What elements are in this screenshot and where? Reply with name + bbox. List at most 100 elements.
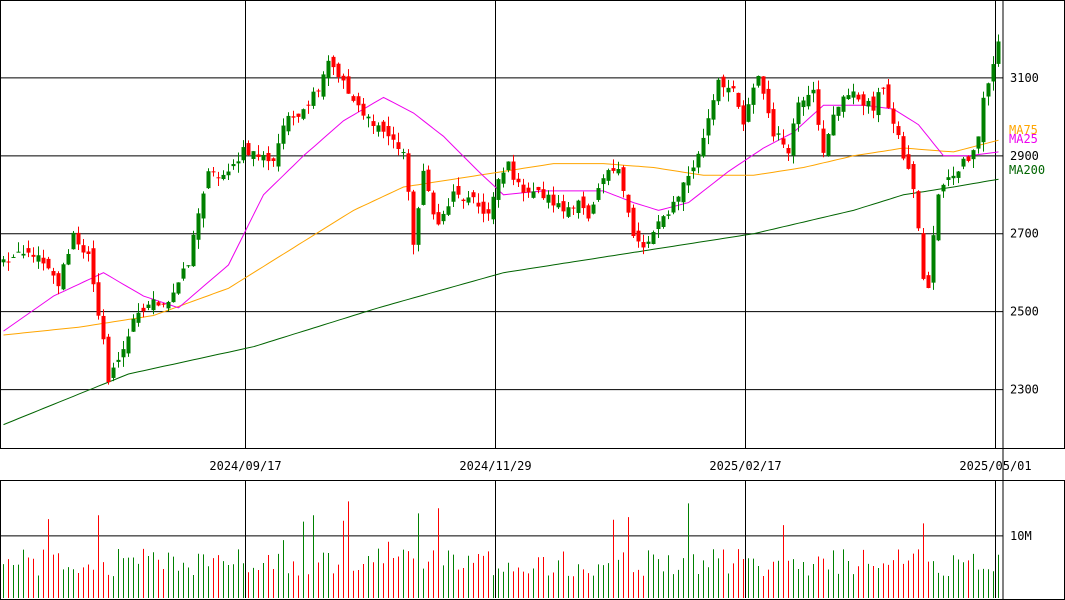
candle-body	[661, 216, 666, 227]
candle-body	[906, 154, 911, 169]
candle-body	[636, 230, 641, 242]
candle-body	[76, 232, 81, 245]
candle-body	[181, 268, 186, 279]
candle-body	[201, 193, 206, 219]
candle-body	[861, 94, 866, 106]
candle-body	[341, 75, 346, 81]
candle-body	[651, 232, 656, 244]
candle-body	[56, 273, 61, 287]
candle-body	[921, 233, 926, 279]
candle-body	[421, 170, 426, 205]
candle-body	[416, 208, 421, 245]
candle-body	[376, 125, 381, 132]
candle-body	[21, 253, 26, 256]
candle-body	[456, 186, 461, 195]
candle-body	[991, 64, 996, 82]
candle-body	[976, 136, 981, 149]
volume-axis-labels: 10M	[1010, 529, 1032, 543]
candle-body	[146, 304, 151, 308]
candle-body	[666, 214, 671, 216]
candle-body	[46, 258, 51, 269]
candle-body	[241, 147, 246, 161]
candle-body	[356, 96, 361, 106]
candle-body	[621, 167, 626, 191]
candle-body	[461, 199, 466, 202]
candle-body	[601, 178, 606, 185]
candle-body	[981, 97, 986, 143]
candle-body	[641, 242, 646, 248]
candle-body	[951, 175, 956, 179]
candle-body	[451, 191, 456, 202]
candle-body	[611, 168, 616, 171]
candle-body	[296, 113, 301, 117]
candle-body	[126, 336, 131, 354]
candle-body	[891, 108, 896, 124]
candle-body	[436, 212, 441, 225]
candle-body	[926, 275, 931, 289]
candle-body	[111, 367, 116, 378]
candle-body	[946, 177, 951, 180]
volume-gridlines	[0, 480, 1003, 598]
ma200-legend-label: MA200	[1009, 163, 1045, 177]
candle-body	[206, 171, 211, 189]
candle-body	[971, 150, 976, 160]
candle-body	[411, 191, 416, 245]
candle-body	[276, 143, 281, 167]
date-tick-label: 2024/11/29	[459, 459, 531, 473]
candle-body	[11, 256, 16, 258]
candle-body	[596, 188, 601, 200]
candle-body	[36, 255, 41, 262]
candle-body	[446, 206, 451, 215]
candle-body	[246, 143, 251, 156]
candle-body	[71, 232, 76, 250]
candle-body	[511, 161, 516, 180]
candle-body	[226, 171, 231, 176]
candle-body	[121, 349, 126, 358]
candle-body	[756, 75, 761, 86]
candle-body	[551, 194, 556, 206]
candle-body	[566, 207, 571, 217]
candle-body	[256, 154, 261, 157]
ma25-legend-label: MA25	[1009, 132, 1038, 146]
candle-body	[86, 251, 91, 254]
candle-body	[711, 100, 716, 120]
candle-body	[266, 152, 271, 162]
candle-body	[656, 221, 661, 230]
candle-body	[136, 312, 141, 323]
candle-body	[401, 152, 406, 154]
price-tick-label: 2500	[1010, 305, 1039, 319]
candle-body	[796, 102, 801, 125]
candlestick-series	[1, 34, 1001, 385]
candle-body	[506, 161, 511, 171]
candle-body	[166, 301, 171, 309]
candle-body	[386, 125, 391, 137]
candle-body	[101, 315, 106, 340]
candle-body	[6, 261, 11, 263]
candle-body	[186, 265, 191, 267]
candle-body	[541, 189, 546, 199]
candle-body	[251, 151, 256, 159]
candle-body	[306, 104, 311, 106]
candle-body	[106, 336, 111, 383]
candle-body	[176, 282, 181, 294]
candle-body	[726, 87, 731, 93]
candle-body	[326, 60, 331, 79]
candle-body	[856, 94, 861, 100]
candle-body	[786, 148, 791, 154]
candle-body	[231, 164, 236, 167]
candle-body	[516, 178, 521, 183]
candle-body	[961, 158, 966, 167]
price-tick-label: 2900	[1010, 149, 1039, 163]
candle-body	[536, 186, 541, 191]
candle-body	[66, 253, 71, 265]
candle-body	[781, 138, 786, 145]
candle-body	[396, 142, 401, 150]
candle-body	[521, 184, 526, 193]
candle-body	[281, 125, 286, 144]
candle-body	[496, 179, 501, 200]
candle-body	[791, 123, 796, 156]
candle-body	[546, 194, 551, 203]
candle-body	[486, 209, 491, 214]
candle-body	[671, 201, 676, 213]
